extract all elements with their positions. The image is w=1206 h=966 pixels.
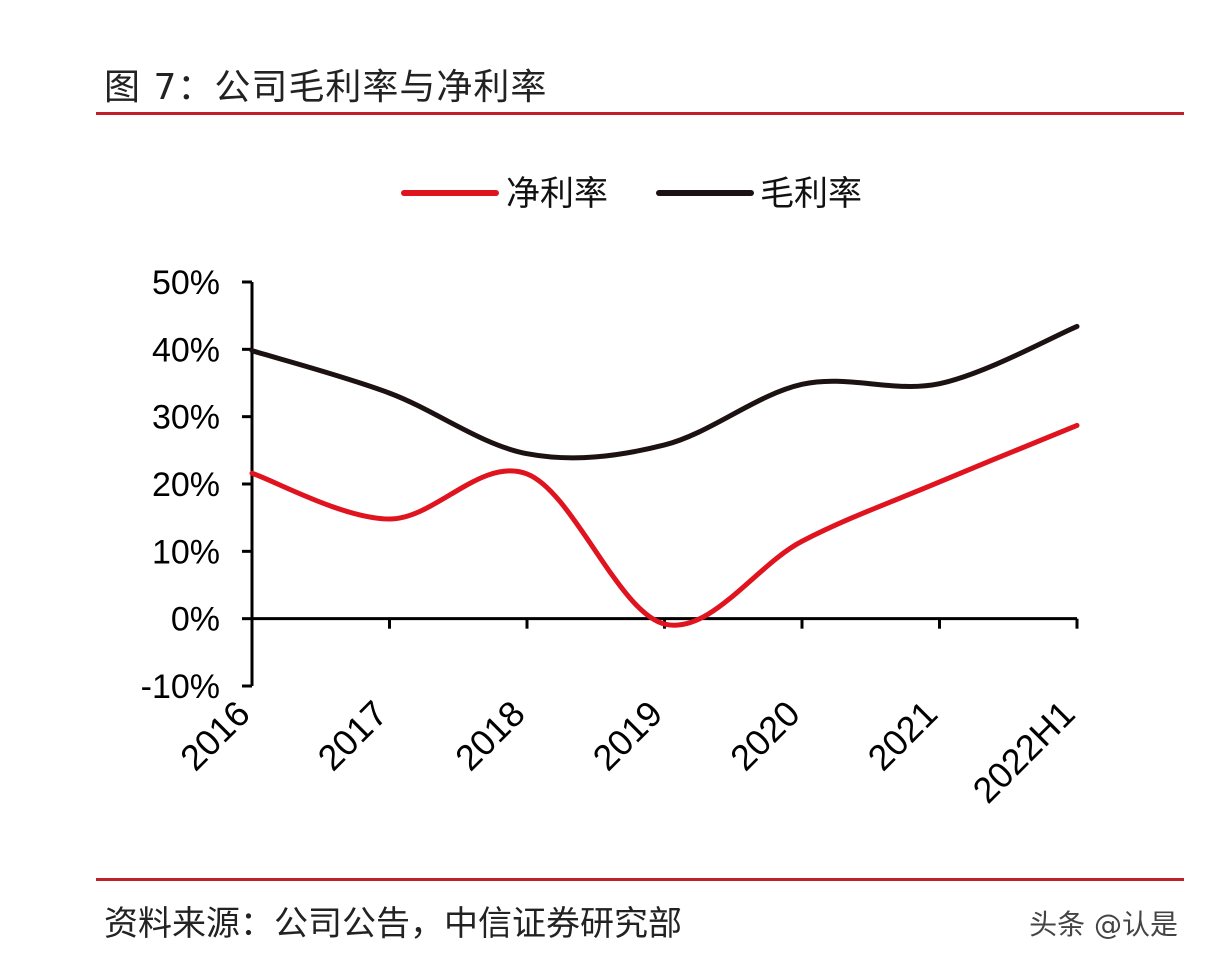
watermark: 头条 @认是 — [1029, 908, 1178, 941]
y-tick-label: 50% — [152, 264, 220, 302]
x-tick-label: 2019 — [585, 693, 671, 779]
title-rule — [96, 112, 1184, 115]
series-line-gross-margin — [249, 323, 1080, 461]
series-lines — [249, 323, 1080, 628]
x-tick-label: 2020 — [722, 693, 808, 779]
y-ticks: -10% 0% 10% 20% 30% 40% 50% — [141, 264, 252, 706]
figure-title: 图 7：公司毛利率与净利率 — [104, 67, 548, 108]
y-tick-label: 10% — [152, 533, 220, 571]
x-tick-label: 2017 — [310, 693, 396, 779]
legend-label: 毛利率 — [760, 174, 862, 214]
source-rule — [96, 878, 1184, 881]
y-tick-label: -10% — [141, 668, 220, 706]
x-tick-label: 2022H1 — [964, 693, 1082, 811]
series-line-net-margin — [249, 422, 1080, 628]
x-tick-label: 2021 — [860, 693, 946, 779]
y-tick-label: 40% — [152, 331, 220, 369]
legend-label: 净利率 — [506, 174, 608, 214]
legend: 净利率 毛利率 — [401, 174, 862, 214]
x-ticks: 2016 2017 2018 2019 2020 2021 2022H1 — [172, 618, 1083, 811]
y-tick-label: 0% — [171, 601, 220, 639]
source-note: 资料来源：公司公告，中信证券研究部 — [104, 904, 682, 944]
x-tick-label: 2018 — [447, 693, 533, 779]
y-tick-label: 30% — [152, 399, 220, 437]
y-tick-label: 20% — [152, 466, 220, 504]
